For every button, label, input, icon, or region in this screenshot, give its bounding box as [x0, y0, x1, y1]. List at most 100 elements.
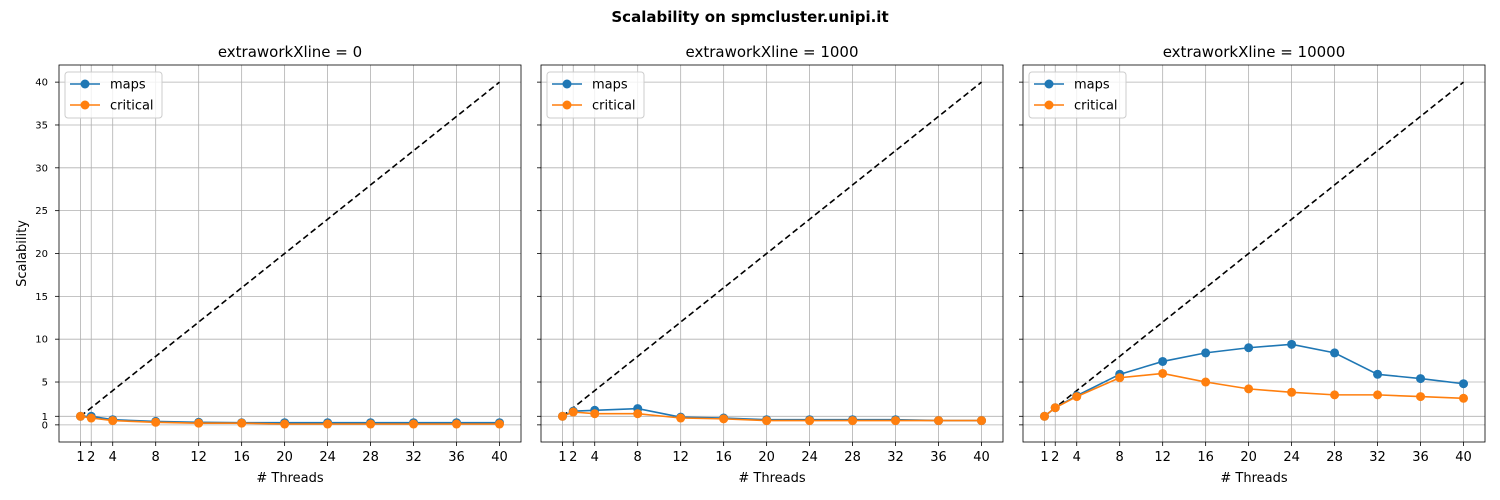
x-tick-label: 32 — [405, 450, 422, 465]
y-tick-label: 30 — [35, 163, 48, 174]
x-tick-label: 24 — [801, 450, 818, 465]
data-point-critical — [1416, 392, 1426, 402]
ideal-scalability-line — [561, 81, 983, 417]
x-tick-label: 12 — [190, 450, 207, 465]
y-tick-label: 20 — [35, 249, 48, 260]
x-tick-label: 2 — [87, 450, 95, 465]
x-axis: 1 2 4 8 12 16 20 24 28 32 36 40 — [76, 442, 508, 465]
x-tick-label: 20 — [276, 450, 293, 465]
x-tick-label: 32 — [887, 450, 904, 465]
y-axis — [537, 81, 541, 426]
x-tick-label: 8 — [152, 450, 160, 465]
data-point-critical — [891, 416, 901, 426]
data-point-maps — [1459, 379, 1469, 389]
data-point-critical — [194, 418, 204, 428]
x-tick-label: 28 — [1326, 450, 1343, 465]
x-axis-label: # Threads — [1220, 471, 1287, 486]
x-tick-label: 1 — [76, 450, 84, 465]
legend: maps critical — [64, 71, 163, 119]
y-tick-label: 1 — [42, 412, 48, 423]
data-point-critical — [676, 413, 686, 423]
data-point-critical — [237, 418, 247, 428]
data-point-critical — [1050, 403, 1060, 413]
data-point-maps — [1330, 348, 1340, 358]
figure-title: Scalability on spmcluster.unipi.it — [611, 8, 888, 26]
subplot-title: extraworkXline = 10000 — [1163, 43, 1346, 61]
y-tick-label: 35 — [35, 120, 48, 131]
data-point-critical — [108, 416, 118, 426]
data-point-critical — [848, 416, 858, 426]
x-tick-label: 2 — [569, 450, 577, 465]
x-tick-label: 40 — [1455, 450, 1472, 465]
subplot-title: extraworkXline = 0 — [218, 43, 362, 61]
x-tick-label: 36 — [1412, 450, 1429, 465]
x-axis-label: # Threads — [738, 471, 805, 486]
y-tick-label: 25 — [35, 206, 48, 217]
series-critical — [75, 411, 505, 429]
y-tick-label: 5 — [42, 378, 48, 389]
data-point-critical — [452, 419, 462, 429]
y-axis-label: Scalability — [15, 220, 30, 287]
x-tick-label: 4 — [591, 450, 599, 465]
x-tick-label: 28 — [844, 450, 861, 465]
data-point-critical — [1459, 393, 1469, 403]
grid — [541, 65, 1003, 442]
data-point-critical — [1244, 384, 1254, 394]
x-tick-label: 40 — [491, 450, 508, 465]
data-point-critical — [1201, 377, 1211, 387]
data-point-critical — [366, 419, 376, 429]
data-point-critical — [633, 409, 643, 419]
legend: maps critical — [1028, 71, 1127, 119]
x-tick-label: 36 — [930, 450, 947, 465]
legend-label-maps: maps — [1074, 78, 1110, 93]
x-tick-label: 24 — [1283, 450, 1300, 465]
y-axis — [1019, 81, 1023, 426]
legend: maps critical — [546, 71, 645, 119]
legend-label-maps: maps — [110, 78, 146, 93]
data-point-critical — [719, 414, 729, 424]
x-tick-label: 12 — [1154, 450, 1171, 465]
y-tick-label: 0 — [42, 420, 48, 431]
x-tick-label: 36 — [448, 450, 465, 465]
legend-label-critical: critical — [110, 99, 154, 114]
data-point-critical — [75, 411, 85, 421]
x-tick-label: 2 — [1051, 450, 1059, 465]
data-point-critical — [1115, 373, 1125, 383]
data-point-critical — [805, 416, 815, 426]
data-point-critical — [1039, 411, 1049, 421]
legend-label-critical: critical — [1074, 99, 1118, 114]
data-point-critical — [934, 416, 944, 426]
x-tick-label: 4 — [1073, 450, 1081, 465]
data-point-maps — [1287, 339, 1297, 349]
data-point-critical — [323, 419, 333, 429]
legend-marker-critical — [80, 100, 90, 110]
x-tick-label: 1 — [1040, 450, 1048, 465]
x-tick-label: 16 — [715, 450, 732, 465]
data-point-critical — [762, 416, 772, 426]
x-tick-label: 1 — [558, 450, 566, 465]
x-tick-label: 20 — [1240, 450, 1257, 465]
x-tick-label: 4 — [109, 450, 117, 465]
x-tick-label: 20 — [758, 450, 775, 465]
x-tick-label: 8 — [634, 450, 642, 465]
legend-marker-critical — [1044, 100, 1054, 110]
y-tick-label: 10 — [35, 335, 48, 346]
y-tick-label: 40 — [35, 78, 48, 89]
x-tick-label: 16 — [233, 450, 250, 465]
x-axis: 1 2 4 8 12 16 20 24 28 32 36 40 — [558, 442, 990, 465]
data-point-critical — [557, 411, 567, 421]
data-point-maps — [1158, 356, 1168, 366]
legend-marker-maps — [1044, 79, 1054, 89]
subplot-1: 1 2 4 8 12 16 20 24 28 32 36 4001510152025303540ext… — [15, 43, 522, 486]
data-point-critical — [568, 407, 578, 417]
data-point-maps — [1416, 374, 1426, 384]
data-point-critical — [151, 417, 161, 427]
x-tick-label: 40 — [973, 450, 990, 465]
x-tick-label: 28 — [362, 450, 379, 465]
data-point-critical — [590, 409, 600, 419]
data-point-critical — [409, 419, 419, 429]
ideal-scalability-line — [1043, 81, 1465, 417]
